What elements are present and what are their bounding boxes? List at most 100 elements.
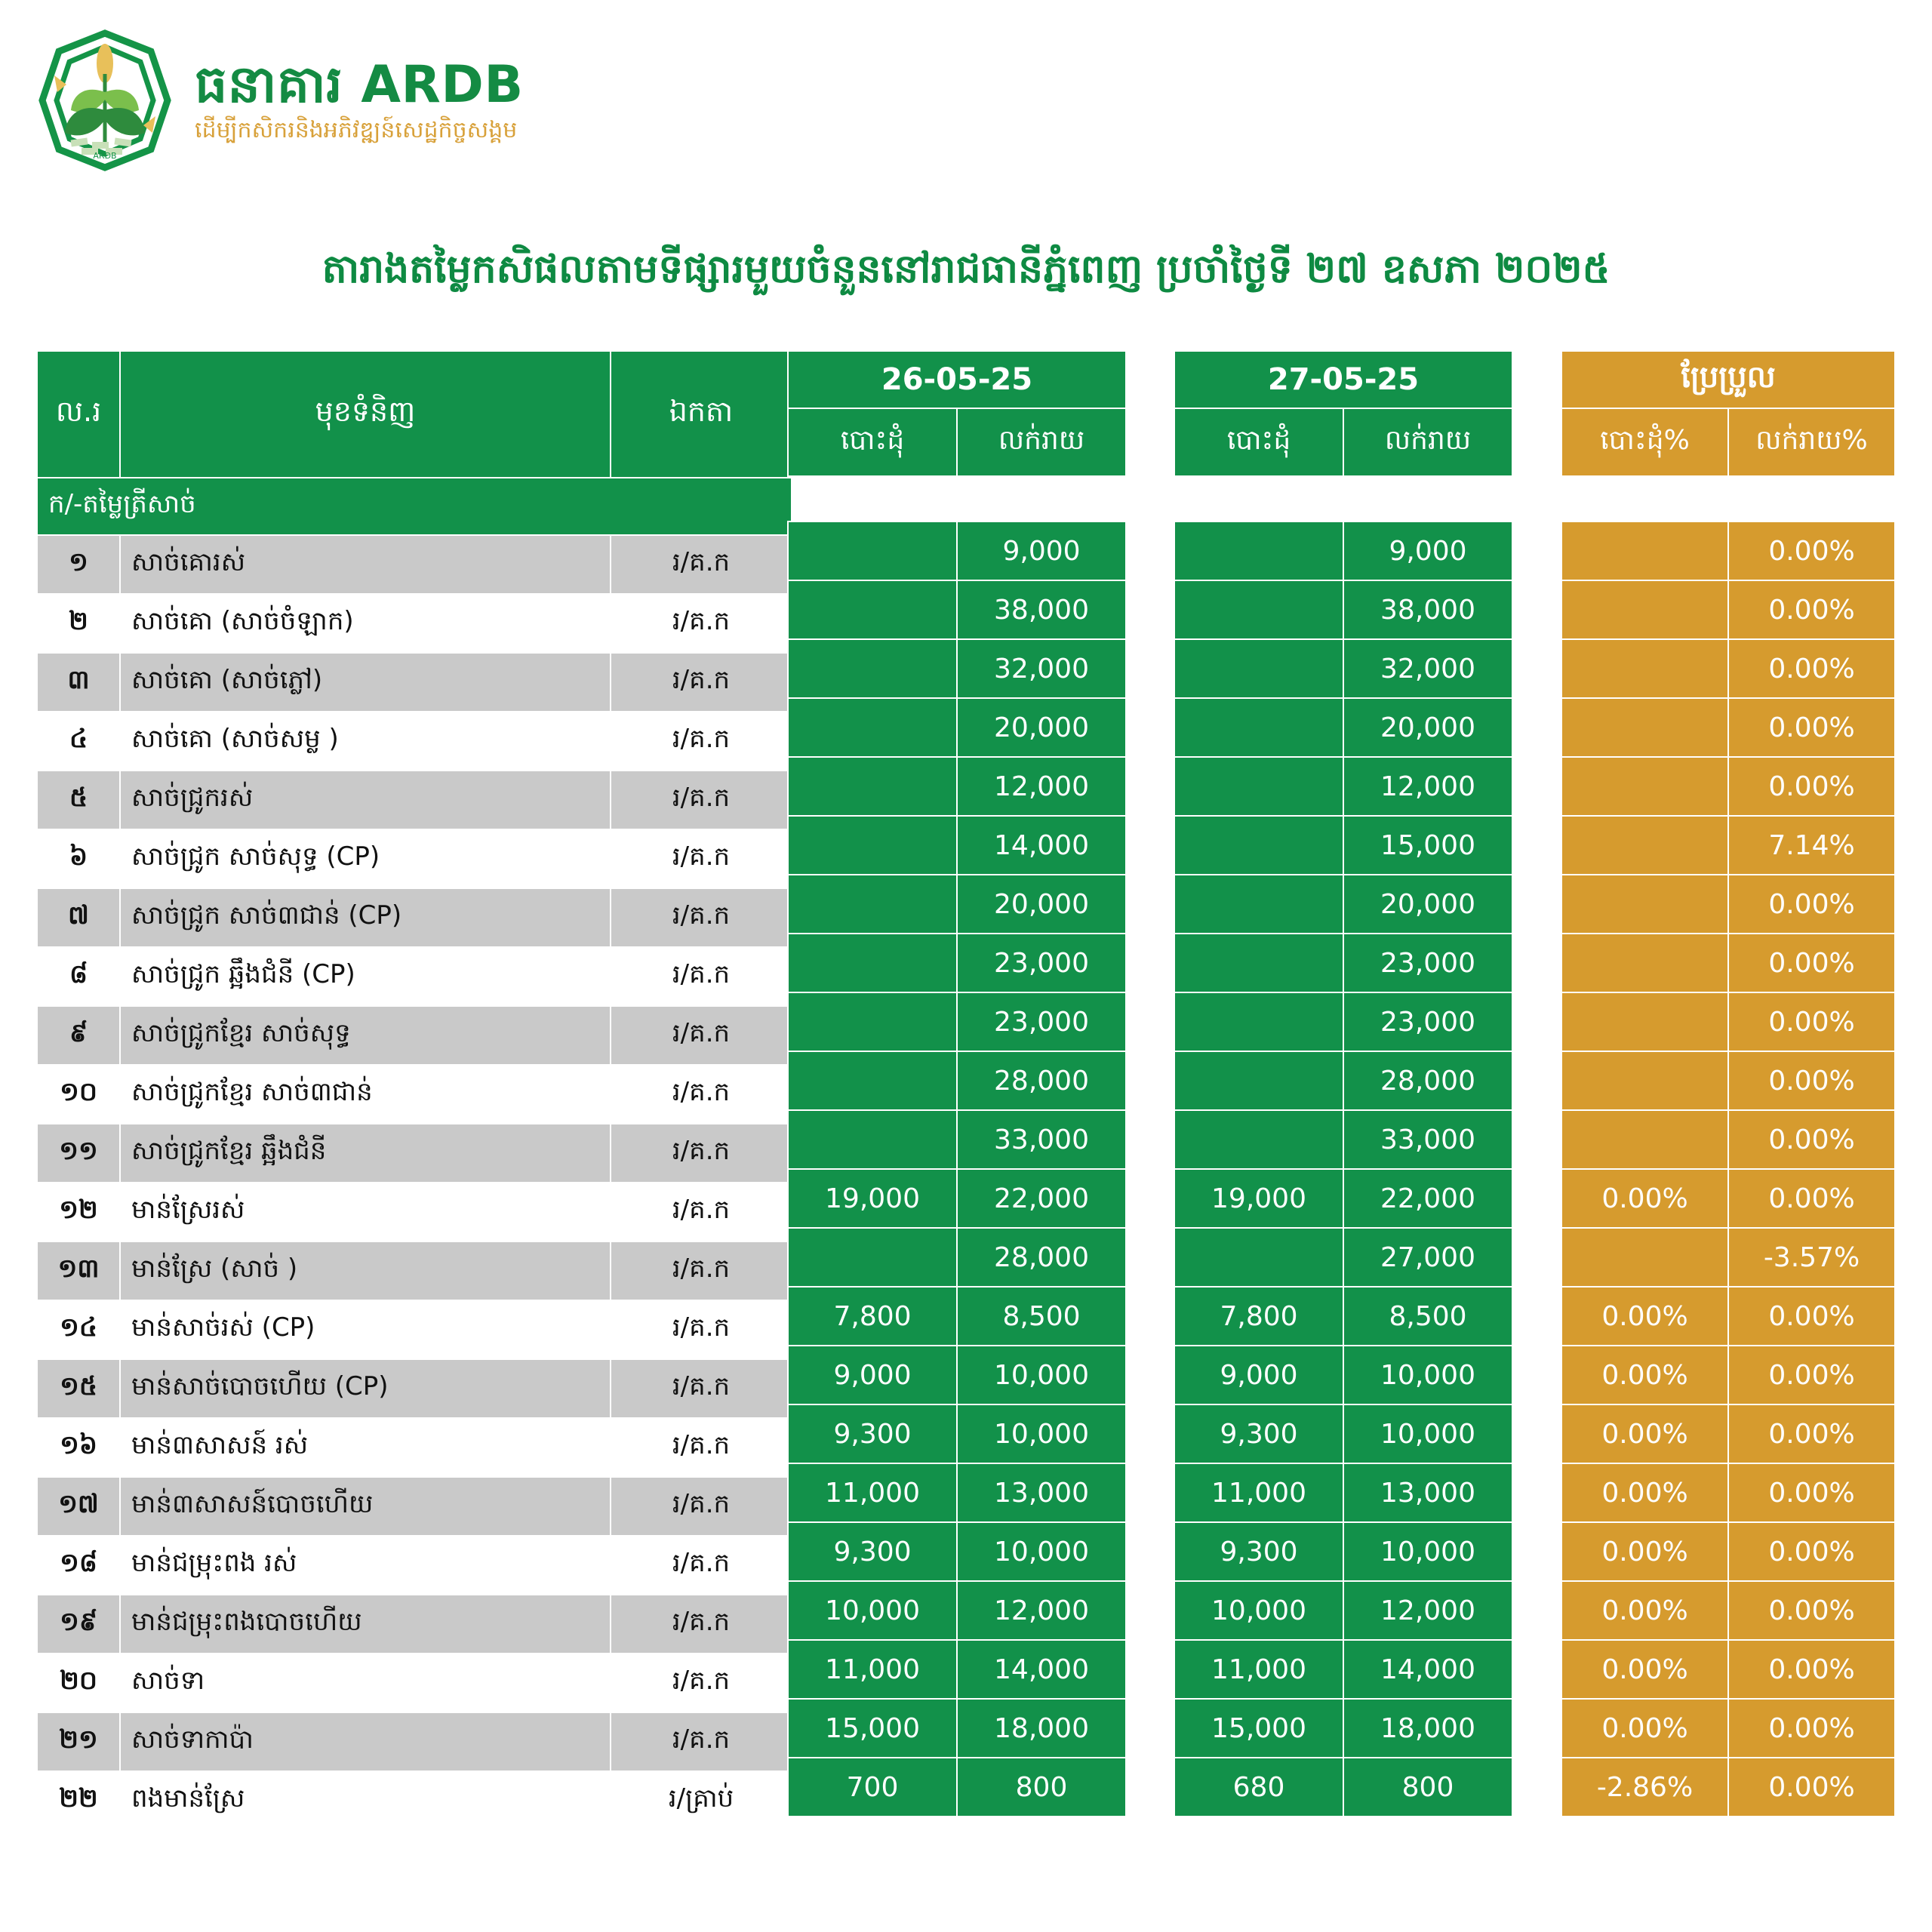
date2-retail-value: 20,000 (1343, 874, 1513, 934)
date1-header: 26-05-25 បោះដុំ លក់រាយ (787, 350, 1127, 477)
date2-values: 9,000 38,000 32,000 20,000 12,000 15,000 20,00… (1174, 521, 1513, 1817)
date1-retail-value: 800 (956, 1757, 1127, 1817)
value-row: 9,300 10,000 (787, 1521, 1127, 1582)
date1-retail-value: 10,000 (956, 1521, 1127, 1582)
row-number: ១៦ (36, 1417, 121, 1478)
date2-retail-value: 32,000 (1343, 638, 1513, 699)
table-row: ២១ សាច់ទាកាប៉ា រ/គ.ក (36, 1712, 792, 1772)
row-unit: រ/គ.ក (610, 1064, 792, 1124)
ardb-logo-icon: ARDB (38, 29, 172, 172)
change-retail-value: 0.00% (1727, 521, 1896, 581)
value-row: 32,000 (787, 638, 1127, 699)
table-row: ១៤ មាន់សាច់រស់ (CP) រ/គ.ក (36, 1300, 792, 1360)
row-unit: រ/គ.ក (610, 770, 792, 830)
value-row: 0.00% 0.00% (1561, 1521, 1896, 1582)
date2-wholesale-value (1174, 933, 1344, 993)
change-wholesale-value (1561, 1227, 1729, 1287)
change-wholesale-value (1561, 756, 1729, 817)
change-retail-header: លក់រាយ% (1727, 408, 1896, 477)
change-retail-value: 0.00% (1727, 1109, 1896, 1170)
date2-header: 27-05-25 បោះដុំ លក់រាយ (1174, 350, 1513, 477)
row-number: ១ (36, 534, 121, 595)
value-row: 9,000 (1174, 521, 1513, 581)
date2-retail-header: លក់រាយ (1343, 408, 1513, 477)
date1-retail-value: 12,000 (956, 1580, 1127, 1641)
value-row: 38,000 (787, 580, 1127, 640)
date2-retail-value: 38,000 (1343, 580, 1513, 640)
row-unit: រ/គ.ក (610, 1358, 792, 1419)
change-retail-value: 0.00% (1727, 1286, 1896, 1346)
date1-retail-value: 22,000 (956, 1168, 1127, 1229)
change-wholesale-value (1561, 874, 1729, 934)
row-unit: រ/គ.ក (610, 1005, 792, 1066)
change-retail-value: -3.57% (1727, 1227, 1896, 1287)
change-wholesale-value (1561, 638, 1729, 699)
row-item-name: សាច់គោ (សាច់សម្ល ) (119, 711, 611, 771)
date1-wholesale-value (787, 1227, 958, 1287)
value-row: 14,000 (787, 815, 1127, 875)
table-row: ១សាច់គោរស់ រ/គ.ក (36, 534, 792, 595)
date2-wholesale-value: 680 (1174, 1757, 1344, 1817)
date2-wholesale-value (1174, 580, 1344, 640)
value-row: 0.00% 0.00% (1561, 1639, 1896, 1700)
change-retail-value: 0.00% (1727, 1345, 1896, 1405)
date1-retail-value: 14,000 (956, 815, 1127, 875)
row-item-name: សាច់ជ្រូក ឆ្អឹងជំនី (CP) (119, 946, 611, 1007)
row-unit: រ/គ.ក (610, 1712, 792, 1772)
row-unit: រ/គ.ក (610, 1476, 792, 1537)
value-row: 15,000 (1174, 815, 1513, 875)
row-number: ១២ (36, 1182, 121, 1242)
svg-text:ARDB: ARDB (93, 151, 116, 161)
date1-retail-value: 20,000 (956, 874, 1127, 934)
date1-wholesale-value (787, 580, 958, 640)
value-row: 28,000 (1174, 1051, 1513, 1111)
change-header: ប្រែប្រួល បោះដុំ% លក់រាយ% (1561, 350, 1896, 477)
change-wholesale-value: 0.00% (1561, 1521, 1729, 1582)
change-retail-value: 0.00% (1727, 933, 1896, 993)
value-row: 0.00% (1561, 1109, 1896, 1170)
value-row: 0.00% 0.00% (1561, 1345, 1896, 1405)
date2-label: 27-05-25 (1174, 350, 1513, 409)
row-unit: រ/គ្រាប់ (610, 1770, 792, 1831)
date2-wholesale-value (1174, 756, 1344, 817)
date1-retail-header: លក់រាយ (956, 408, 1127, 477)
row-unit: រ/គ.ក (610, 711, 792, 771)
date2-retail-value: 12,000 (1343, 1580, 1513, 1641)
value-row: 38,000 (1174, 580, 1513, 640)
value-row: 11,000 13,000 (1174, 1463, 1513, 1523)
change-wholesale-value: 0.00% (1561, 1580, 1729, 1641)
change-retail-value: 0.00% (1727, 1521, 1896, 1582)
date2-retail-value: 8,500 (1343, 1286, 1513, 1346)
change-values: 0.00% 0.00% 0.00% 0.00% 0.00% 7.14% 0.00% 0.00%… (1561, 521, 1896, 1817)
brand-tagline: ដើម្បីកសិករនិងអភិវឌ្ឍន៍សេដ្ឋកិច្ចសង្គម (195, 117, 518, 144)
value-row: 9,300 10,000 (1174, 1521, 1513, 1582)
value-row: -3.57% (1561, 1227, 1896, 1287)
row-item-name: សាច់ទាកាប៉ា (119, 1712, 611, 1772)
value-row: 23,000 (787, 933, 1127, 993)
date2-retail-value: 28,000 (1343, 1051, 1513, 1111)
change-retail-value: 7.14% (1727, 815, 1896, 875)
date1-wholesale-value (787, 1109, 958, 1170)
date2-wholesale-value (1174, 992, 1344, 1052)
date2-wholesale-value: 9,300 (1174, 1404, 1344, 1464)
row-number: ៨ (36, 946, 121, 1007)
row-unit: រ/គ.ក (610, 593, 792, 654)
change-retail-value: 0.00% (1727, 1404, 1896, 1464)
date1-retail-value: 10,000 (956, 1345, 1127, 1405)
date1-retail-value: 23,000 (956, 933, 1127, 993)
value-row: 680 800 (1174, 1757, 1513, 1817)
change-wholesale-value: 0.00% (1561, 1698, 1729, 1758)
row-item-name: សាច់ជ្រូកខ្មែរ ឆ្អឹងជំនី (119, 1123, 611, 1183)
change-retail-value: 0.00% (1727, 638, 1896, 699)
date2-retail-value: 27,000 (1343, 1227, 1513, 1287)
left-header-row: ល.រ មុខទំនិញ ឯកតា (36, 350, 792, 478)
date1-retail-value: 12,000 (956, 756, 1127, 817)
table-row: ៥សាច់ជ្រូករស់ រ/គ.ក (36, 770, 792, 830)
value-row: 0.00% (1561, 992, 1896, 1052)
table-row: ៦សាច់ជ្រូក សាច់សុទ្ធ (CP) រ/គ.ក (36, 829, 792, 889)
value-row: 23,000 (787, 992, 1127, 1052)
row-unit: រ/គ.ក (610, 1653, 792, 1713)
table-row: ១១ សាច់ជ្រូកខ្មែរ ឆ្អឹងជំនី រ/គ.ក (36, 1123, 792, 1183)
value-row: 10,000 12,000 (787, 1580, 1127, 1641)
row-item-name: មាន់ជម្រុះពង រស់ (119, 1535, 611, 1595)
